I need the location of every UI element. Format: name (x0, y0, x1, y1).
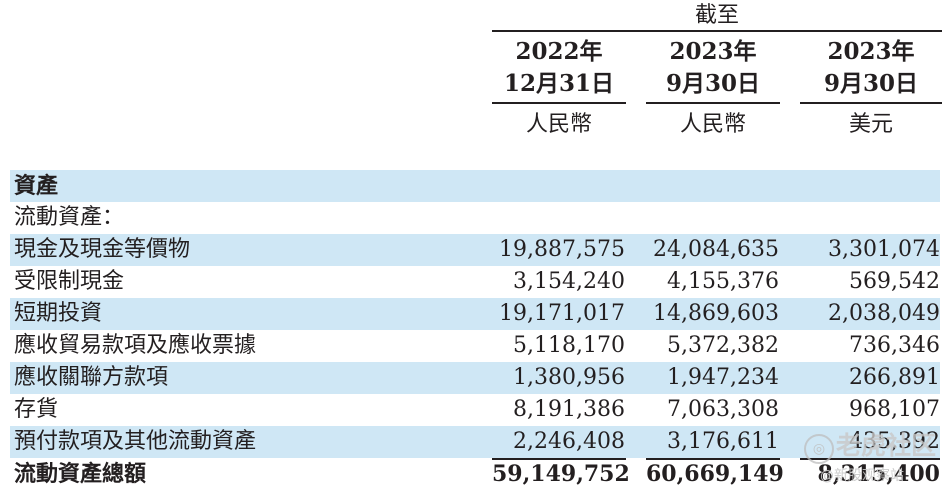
row-value-2022-12-31: 3,154,240 (513, 269, 625, 294)
row-label: 應收關聯方款項 (14, 365, 169, 390)
row-value-2022-12-31: 19,887,575 (499, 237, 625, 262)
row-value-2023-09-30-rmb: 3,176,611 (667, 429, 779, 454)
column-header-3: 2023年 9月30日 美元 (800, 36, 942, 142)
row-value-2023-09-30-usd: 435,392 (849, 429, 940, 454)
table-row: 受限制現金 3,154,240 4,155,376 569,542 (10, 266, 940, 298)
row-value-2022-12-31: 8,191,386 (513, 397, 625, 422)
row-value-2023-09-30-rmb: 5,372,382 (667, 333, 779, 358)
column-header-currency: 人民幣 (679, 112, 746, 137)
period-group-label: 截至 (694, 3, 739, 28)
column-header-year: 2023年 (827, 38, 915, 65)
table-row-total: 流動資產總額 59,149,752 60,669,149 8,315,400 (10, 458, 940, 490)
total-rule (492, 458, 626, 460)
balance-sheet-table: 資產 流動資產： 現金及現金等價物 19,887,575 24,084,635 … (10, 170, 940, 490)
row-label: 預付款項及其他流動資產 (14, 429, 257, 454)
row-label: 存貨 (14, 397, 59, 422)
table-row: 預付款項及其他流動資產 2,246,408 3,176,611 435,392 (10, 426, 940, 458)
row-value-2023-09-30-usd: 736,346 (849, 333, 940, 358)
column-header-currency: 美元 (848, 112, 893, 137)
column-header-date: 9月30日 (823, 70, 918, 97)
column-header-rule (646, 102, 780, 104)
row-value-2023-09-30-rmb: 60,669,149 (646, 461, 784, 487)
row-value-2022-12-31: 5,118,170 (513, 333, 625, 358)
column-header-date: 12月31日 (503, 70, 614, 97)
row-label: 受限制現金 (14, 269, 125, 294)
row-value-2023-09-30-usd: 3,301,074 (828, 237, 940, 262)
table-row: 現金及現金等價物 19,887,575 24,084,635 3,301,074 (10, 234, 940, 266)
row-label: 流動資產： (14, 205, 125, 230)
column-header-year: 2023年 (669, 38, 757, 65)
period-group-rule (492, 30, 942, 32)
column-header-rule (492, 102, 626, 104)
column-header-rule (800, 102, 942, 104)
row-value-2023-09-30-usd: 8,315,400 (817, 461, 940, 487)
row-value-2023-09-30-rmb: 24,084,635 (653, 237, 779, 262)
row-value-2022-12-31: 59,149,752 (492, 461, 630, 487)
row-label: 資產 (14, 173, 59, 199)
row-value-2023-09-30-rmb: 4,155,376 (667, 269, 779, 294)
row-value-2023-09-30-usd: 2,038,049 (828, 301, 940, 326)
table-row: 應收貿易款項及應收票據 5,118,170 5,372,382 736,346 (10, 330, 940, 362)
row-value-2023-09-30-rmb: 14,869,603 (653, 301, 779, 326)
row-label: 現金及現金等價物 (14, 237, 191, 262)
row-value-2023-09-30-rmb: 7,063,308 (667, 397, 779, 422)
column-header-2: 2023年 9月30日 人民幣 (646, 36, 780, 142)
total-rule (800, 458, 940, 460)
table-row: 應收關聯方款項 1,380,956 1,947,234 266,891 (10, 362, 940, 394)
row-value-2022-12-31: 1,380,956 (513, 365, 625, 390)
row-label: 應收貿易款項及應收票據 (14, 333, 257, 358)
row-value-2023-09-30-usd: 968,107 (849, 397, 940, 422)
table-row: 存貨 8,191,386 7,063,308 968,107 (10, 394, 940, 426)
column-header-1: 2022年 12月31日 人民幣 (492, 36, 626, 142)
table-row-subsection: 流動資產： (10, 202, 940, 234)
row-value-2023-09-30-usd: 266,891 (849, 365, 940, 390)
row-label: 短期投資 (14, 301, 103, 326)
total-rule (646, 458, 780, 460)
row-value-2023-09-30-rmb: 1,947,234 (667, 365, 779, 390)
row-value-2022-12-31: 2,246,408 (513, 429, 625, 454)
row-label: 流動資產總額 (14, 461, 147, 487)
table-row-section: 資產 (10, 170, 940, 202)
column-header-year: 2022年 (515, 38, 603, 65)
row-value-2023-09-30-usd: 569,542 (849, 269, 940, 294)
column-header-date: 9月30日 (665, 70, 760, 97)
table-row: 短期投資 19,171,017 14,869,603 2,038,049 (10, 298, 940, 330)
row-value-2022-12-31: 19,171,017 (499, 301, 625, 326)
column-header-currency: 人民幣 (525, 112, 592, 137)
